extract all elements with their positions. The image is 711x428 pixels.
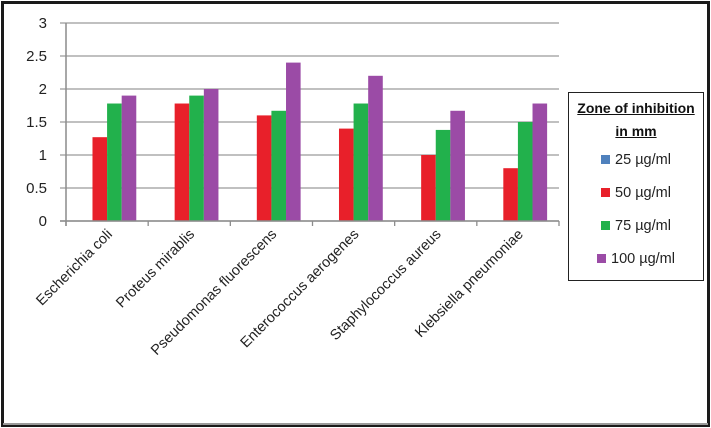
bar <box>174 103 190 221</box>
legend-title-line2: in mm <box>615 123 657 139</box>
y-tick-label: 2.5 <box>26 48 47 65</box>
bar <box>107 103 122 221</box>
legend-item-label: 100 µg/ml <box>611 250 675 267</box>
legend-item-label: 25 µg/ml <box>615 151 671 168</box>
bar <box>353 103 369 221</box>
x-category-label: Escherichia coli <box>33 227 116 310</box>
y-tick-label: 3 <box>39 15 47 32</box>
legend-swatch-icon <box>597 254 607 263</box>
legend-swatch-icon <box>601 221 611 230</box>
bar <box>256 115 272 221</box>
y-axis-tick-labels: 0 0.5 1 1.5 2 2.5 3 <box>26 15 47 230</box>
bar <box>92 137 108 221</box>
bar <box>189 95 204 221</box>
x-category-label: Proteus mirablis <box>113 227 198 312</box>
bar <box>338 128 354 221</box>
legend: Zone of inhibition in mm 25 µg/ml 50 µg/… <box>568 92 704 281</box>
legend-swatch-icon <box>601 155 611 164</box>
bar <box>517 122 533 221</box>
bar-series <box>92 62 548 221</box>
y-tick-label: 0.5 <box>26 180 47 197</box>
y-tick-label: 1 <box>39 147 47 164</box>
axes <box>60 23 560 226</box>
y-tick-label: 1.5 <box>26 114 47 131</box>
bar <box>532 103 548 221</box>
bar <box>421 155 436 221</box>
legend-title-line1: Zone of inhibition <box>577 100 695 116</box>
legend-item-25: 25 µg/ml <box>569 143 703 176</box>
legend-item-50: 50 µg/ml <box>569 176 703 209</box>
bar <box>121 95 137 221</box>
bar <box>503 168 518 221</box>
legend-title: Zone of inhibition in mm <box>569 97 703 143</box>
y-tick-label: 0 <box>39 213 47 230</box>
bar <box>368 75 383 221</box>
legend-item-label: 50 µg/ml <box>615 184 671 201</box>
y-tick-label: 2 <box>39 81 47 98</box>
bar <box>450 110 465 221</box>
bar <box>271 110 287 221</box>
bar <box>203 89 219 221</box>
legend-item-label: 75 µg/ml <box>615 217 671 234</box>
frame-shadow <box>3 423 708 425</box>
bar <box>435 129 451 221</box>
bar <box>286 62 301 221</box>
legend-item-75: 75 µg/ml <box>569 209 703 242</box>
legend-swatch-icon <box>601 188 611 197</box>
legend-item-100: 100 µg/ml <box>569 242 703 275</box>
